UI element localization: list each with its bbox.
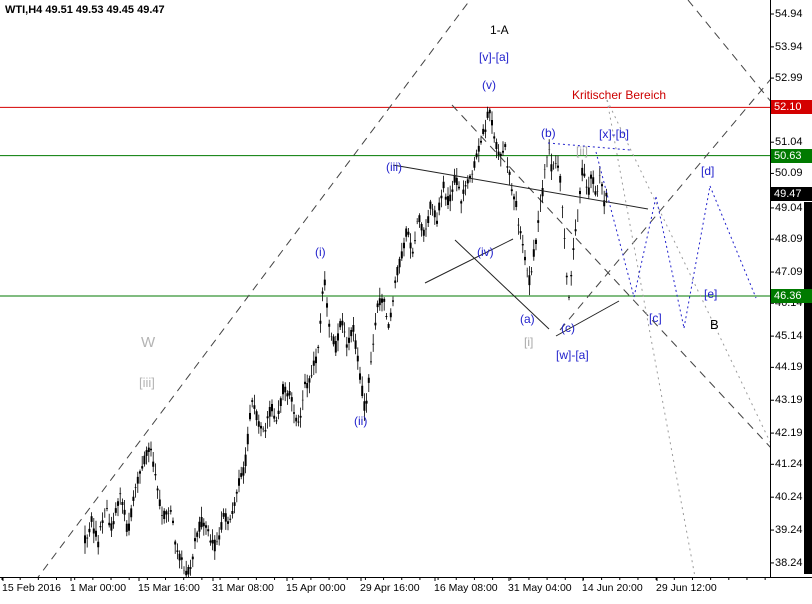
wave-label-i[interactable]: [i] bbox=[524, 335, 534, 349]
axes-chrome bbox=[0, 0, 812, 581]
price-tick-label: 40.24 bbox=[775, 491, 803, 504]
time-tick-label: 29 Apr 16:00 bbox=[360, 582, 420, 594]
price-tick-label: 41.24 bbox=[775, 458, 803, 471]
wave-label-kritischerbereich[interactable]: Kritischer Bereich bbox=[572, 88, 667, 102]
price-tick-label: 54.94 bbox=[775, 8, 803, 20]
time-tick-label: 31 Mar 08:00 bbox=[212, 582, 274, 594]
trendline-dot-blue[interactable] bbox=[683, 185, 711, 329]
trendline-dash-black[interactable] bbox=[687, 0, 812, 152]
wave-label-b[interactable]: (b) bbox=[541, 126, 556, 140]
wave-label-xb[interactable]: [x]-[b] bbox=[599, 127, 630, 141]
wave-label-ii[interactable]: [ii] bbox=[576, 144, 588, 158]
time-tick-label: 14 Jun 20:00 bbox=[582, 582, 643, 594]
price-tick-label: 50.09 bbox=[775, 167, 803, 180]
trendline-dot-gray[interactable] bbox=[606, 99, 812, 530]
price-tick-label: 52.99 bbox=[775, 72, 803, 85]
candlestick-layer bbox=[84, 106, 608, 577]
wave-label-e[interactable]: [e] bbox=[704, 287, 718, 301]
trendline-dot-blue[interactable] bbox=[595, 151, 635, 298]
wave-label-a[interactable]: (a) bbox=[520, 312, 535, 326]
wave-label-c[interactable]: (c) bbox=[561, 321, 575, 335]
wave-label-v[interactable]: (v) bbox=[482, 78, 496, 92]
candlestick-bodies bbox=[84, 109, 608, 576]
wave-label-iii[interactable]: [iii] bbox=[139, 375, 155, 390]
trendline-solid-black[interactable] bbox=[555, 300, 620, 337]
time-tick-label: 31 May 04:00 bbox=[508, 582, 572, 594]
price-tick-label: 42.19 bbox=[775, 427, 803, 440]
price-level-badge: 52.10 bbox=[771, 100, 812, 115]
price-tick-label: 51.04 bbox=[775, 136, 803, 149]
time-tick-label: 1 Mar 00:00 bbox=[70, 582, 127, 594]
trendline-solid-black[interactable] bbox=[424, 238, 514, 284]
wave-label-i[interactable]: (i) bbox=[315, 245, 326, 259]
price-tick-label: 47.09 bbox=[775, 266, 803, 279]
time-tick-label: 15 Apr 00:00 bbox=[286, 582, 346, 594]
trendline-dot-blue[interactable] bbox=[655, 196, 685, 329]
trendline-dot-blue[interactable] bbox=[547, 142, 631, 151]
trendline-dot-gray[interactable] bbox=[606, 99, 700, 604]
wave-label-va[interactable]: [v]-[a] bbox=[479, 50, 510, 64]
time-tick-label: 29 Jun 12:00 bbox=[656, 582, 717, 594]
price-level-badge: 50.63 bbox=[771, 148, 812, 163]
trendline-dot-blue[interactable] bbox=[709, 185, 757, 299]
price-tick-label: 38.24 bbox=[775, 556, 803, 569]
wave-label-iii[interactable]: (iii) bbox=[386, 160, 402, 174]
price-level-badge: 46.36 bbox=[771, 289, 812, 304]
analysis-objects-layer bbox=[392, 142, 757, 337]
wave-label-wa[interactable]: [w]-[a] bbox=[556, 348, 589, 362]
wave-label-iv[interactable]: (iv) bbox=[477, 245, 494, 259]
price-tick-label: 48.09 bbox=[775, 233, 803, 246]
chart-symbol-title: WTI,H4 49.51 49.53 49.45 49.47 bbox=[5, 4, 165, 16]
price-level-badge: 49.47 bbox=[771, 186, 812, 201]
trendline-dot-blue[interactable] bbox=[633, 196, 657, 298]
trendline-solid-black[interactable] bbox=[454, 239, 550, 330]
wave-label-b[interactable]: B bbox=[710, 317, 719, 332]
time-tick-label: 15 Feb 2016 bbox=[2, 582, 61, 594]
price-tick-label: 43.19 bbox=[775, 394, 803, 407]
time-tick-label: 15 Mar 16:00 bbox=[138, 582, 200, 594]
price-tick-label: 45.14 bbox=[775, 330, 803, 343]
price-tick-label: 44.19 bbox=[775, 361, 803, 374]
wave-label-d[interactable]: [d] bbox=[701, 164, 715, 178]
trendline-solid-black[interactable] bbox=[392, 164, 649, 210]
wave-label-ii[interactable]: (ii) bbox=[354, 414, 368, 428]
price-tick-label: 49.04 bbox=[775, 201, 803, 214]
price-tick-label: 39.24 bbox=[775, 524, 803, 537]
wave-label-1a[interactable]: 1-A bbox=[490, 23, 509, 37]
right-edge-marker bbox=[804, 202, 812, 574]
trendline-dash-black[interactable] bbox=[451, 104, 812, 492]
wave-label-w[interactable]: W bbox=[141, 334, 156, 351]
price-tick-label: 53.94 bbox=[775, 40, 803, 53]
time-tick-label: 16 May 08:00 bbox=[434, 582, 498, 594]
trendline-dash-black[interactable] bbox=[18, 0, 471, 604]
wave-label-c[interactable]: [c] bbox=[649, 311, 662, 325]
